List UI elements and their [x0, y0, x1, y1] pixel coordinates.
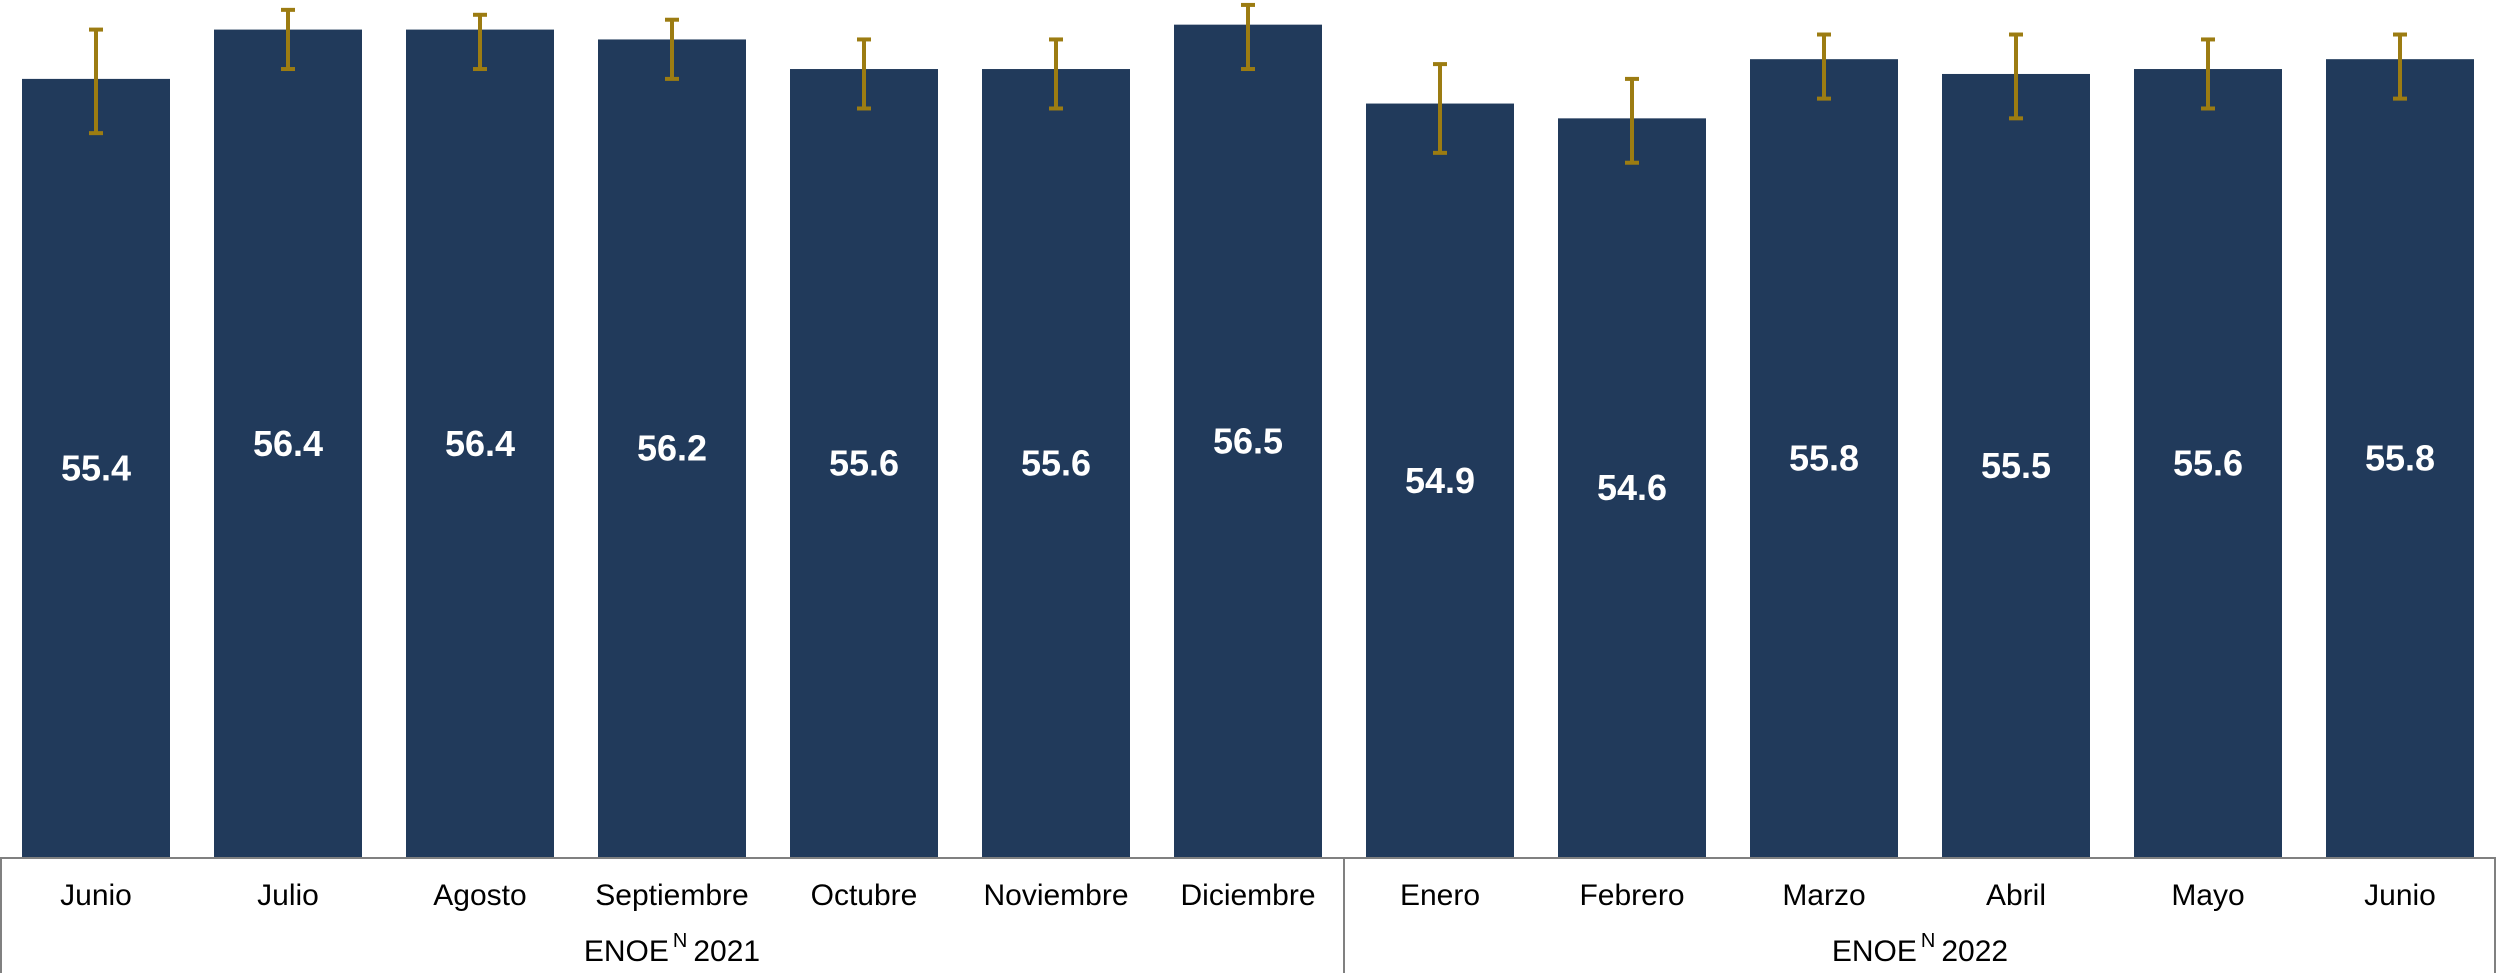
group-label-superscript: N [673, 930, 687, 952]
value-label-12: 55.6 [2173, 443, 2243, 484]
category-label-2: Julio [257, 879, 319, 912]
category-label-4: Septiembre [595, 879, 748, 912]
bar-1 [22, 78, 170, 859]
group-label-name: ENOE [584, 935, 669, 968]
bar-9 [1558, 118, 1706, 858]
value-label-2: 56.4 [253, 423, 323, 464]
value-label-3: 56.4 [445, 423, 515, 464]
category-label-13: Junio [2364, 879, 2436, 912]
bar-3 [406, 29, 554, 859]
error-bars-layer [89, 2, 2407, 165]
group-label-name: ENOE [1832, 935, 1917, 968]
category-label-12: Mayo [2171, 879, 2244, 912]
category-label-1: Junio [60, 879, 132, 912]
group-label-year: 2021 [693, 935, 760, 968]
category-label-9: Febrero [1579, 879, 1684, 912]
value-label-13: 55.8 [2365, 438, 2435, 479]
value-label-1: 55.4 [61, 447, 131, 488]
group-label-year: 2022 [1941, 935, 2008, 968]
value-label-7: 56.5 [1213, 420, 1283, 461]
bar-5 [790, 69, 938, 858]
bars-layer [22, 24, 2474, 859]
category-axis [0, 857, 2496, 973]
bar-2 [214, 29, 362, 859]
value-labels-layer: 55.4 56.4 56.4 56.2 55.6 55.6 56.5 54.9 54.6 55.8… [61, 420, 2435, 508]
value-label-6: 55.6 [1021, 443, 1091, 484]
value-label-10: 55.8 [1789, 438, 1859, 479]
category-label-3: Agosto [433, 879, 526, 912]
group-label-2: ENOE N 2022 [1832, 930, 2008, 968]
bar-8 [1366, 103, 1514, 858]
category-label-8: Enero [1400, 879, 1480, 912]
value-label-8: 54.9 [1405, 460, 1475, 501]
value-label-11: 55.5 [1981, 445, 2051, 486]
bar-10 [1750, 59, 1898, 858]
bar-7 [1174, 24, 1322, 859]
value-label-9: 54.6 [1597, 467, 1667, 508]
group-labels-layer: ENOE N 2021 ENOE N 2022 [584, 930, 2008, 968]
group-label-1: ENOE N 2021 [584, 930, 760, 968]
group-label-superscript: N [1921, 930, 1935, 952]
bar-11 [1942, 73, 2090, 858]
bar-12 [2134, 69, 2282, 858]
category-label-10: Marzo [1782, 879, 1865, 912]
category-label-7: Diciembre [1180, 879, 1315, 912]
category-label-11: Abril [1986, 879, 2046, 912]
bar-4 [598, 39, 746, 858]
bar-6 [982, 69, 1130, 858]
category-label-5: Octubre [811, 879, 918, 912]
bar-13 [2326, 59, 2474, 858]
value-label-5: 55.6 [829, 443, 899, 484]
category-labels-layer: Junio Julio Agosto Septiembre Octubre Noviemb… [60, 879, 2436, 912]
value-label-4: 56.2 [637, 428, 707, 469]
category-label-6: Noviembre [983, 879, 1128, 912]
